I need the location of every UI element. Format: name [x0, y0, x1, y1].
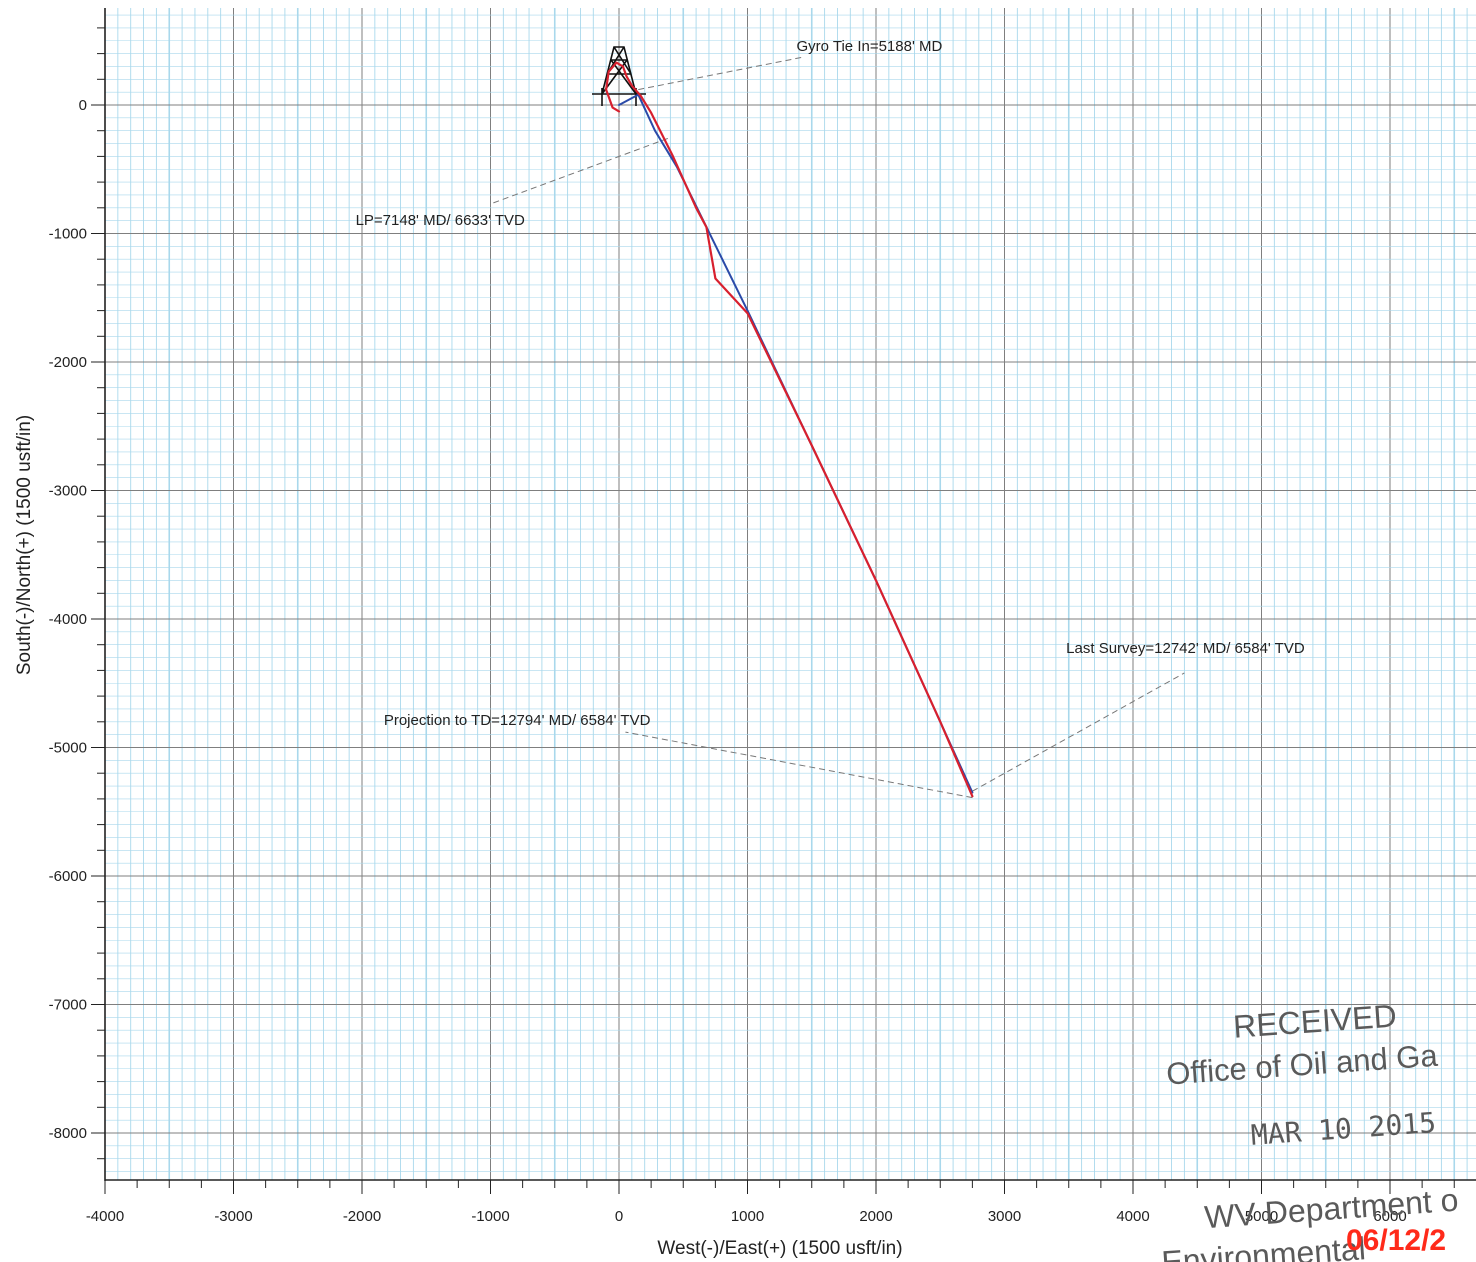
x-tick-label: -1000: [471, 1208, 509, 1225]
annotation-label: Last Survey=12742' MD/ 6584' TVD: [1066, 640, 1305, 657]
x-tick-label: 6000: [1373, 1208, 1406, 1225]
y-tick-label: -7000: [49, 997, 87, 1014]
annotation-label: Projection to TD=12794' MD/ 6584' TVD: [384, 712, 651, 729]
x-tick-label: 4000: [1116, 1208, 1149, 1225]
x-tick-label: 0: [615, 1208, 623, 1225]
y-tick-label: -8000: [49, 1125, 87, 1142]
annotations: Gyro Tie In=5188' MD LP=7148' MD/ 6633' T…: [356, 38, 1305, 729]
annotation-label: LP=7148' MD/ 6633' TVD: [356, 212, 525, 229]
x-tick-label: 3000: [988, 1208, 1021, 1225]
tick-labels: -4000 -3000 -2000 -1000 0 1000 2000 3000 4000 500…: [49, 97, 1407, 1225]
annotation-leader: [972, 672, 1185, 792]
annotation-label: Gyro Tie In=5188' MD: [796, 38, 942, 55]
axes: [91, 8, 1476, 1194]
plan-trajectory-line: [618, 93, 974, 794]
annotation-leaders: [490, 56, 1185, 799]
annotation-leader: [490, 137, 669, 205]
actual-trajectory-line: [604, 61, 974, 798]
y-tick-label: -1000: [49, 226, 87, 243]
y-tick-label: -5000: [49, 740, 87, 757]
rig-icon: [592, 46, 646, 106]
y-axis-title: South(-)/North(+) (1500 usft/in): [14, 415, 35, 675]
x-tick-label: 5000: [1245, 1208, 1278, 1225]
x-tick-label: -4000: [86, 1208, 124, 1225]
y-tick-label: 0: [79, 97, 87, 114]
grid: [104, 8, 1476, 1180]
stamp-line-2: Office of Oil and Ga: [1165, 1038, 1439, 1092]
y-tick-label: -2000: [49, 354, 87, 371]
y-tick-label: -4000: [49, 611, 87, 628]
overlay-date: 06/12/2: [1346, 1224, 1446, 1257]
annotation-leader: [625, 731, 973, 799]
series-lines: [604, 61, 974, 798]
received-stamp: RECEIVED Office of Oil and Ga MAR 10 201…: [1160, 997, 1459, 1262]
rig-derrick: [601, 46, 637, 95]
x-axis-title: West(-)/East(+) (1500 usft/in): [657, 1238, 902, 1259]
y-tick-label: -6000: [49, 868, 87, 885]
stamp-line-3: MAR 10 2015: [1250, 1106, 1437, 1152]
x-tick-label: -2000: [343, 1208, 381, 1225]
annotation-leader: [638, 56, 802, 91]
x-tick-label: -3000: [214, 1208, 252, 1225]
y-tick-label: -3000: [49, 483, 87, 500]
stamp-line-5: Environmental: [1160, 1230, 1367, 1262]
x-tick-label: 2000: [859, 1208, 892, 1225]
x-tick-label: 1000: [731, 1208, 764, 1225]
